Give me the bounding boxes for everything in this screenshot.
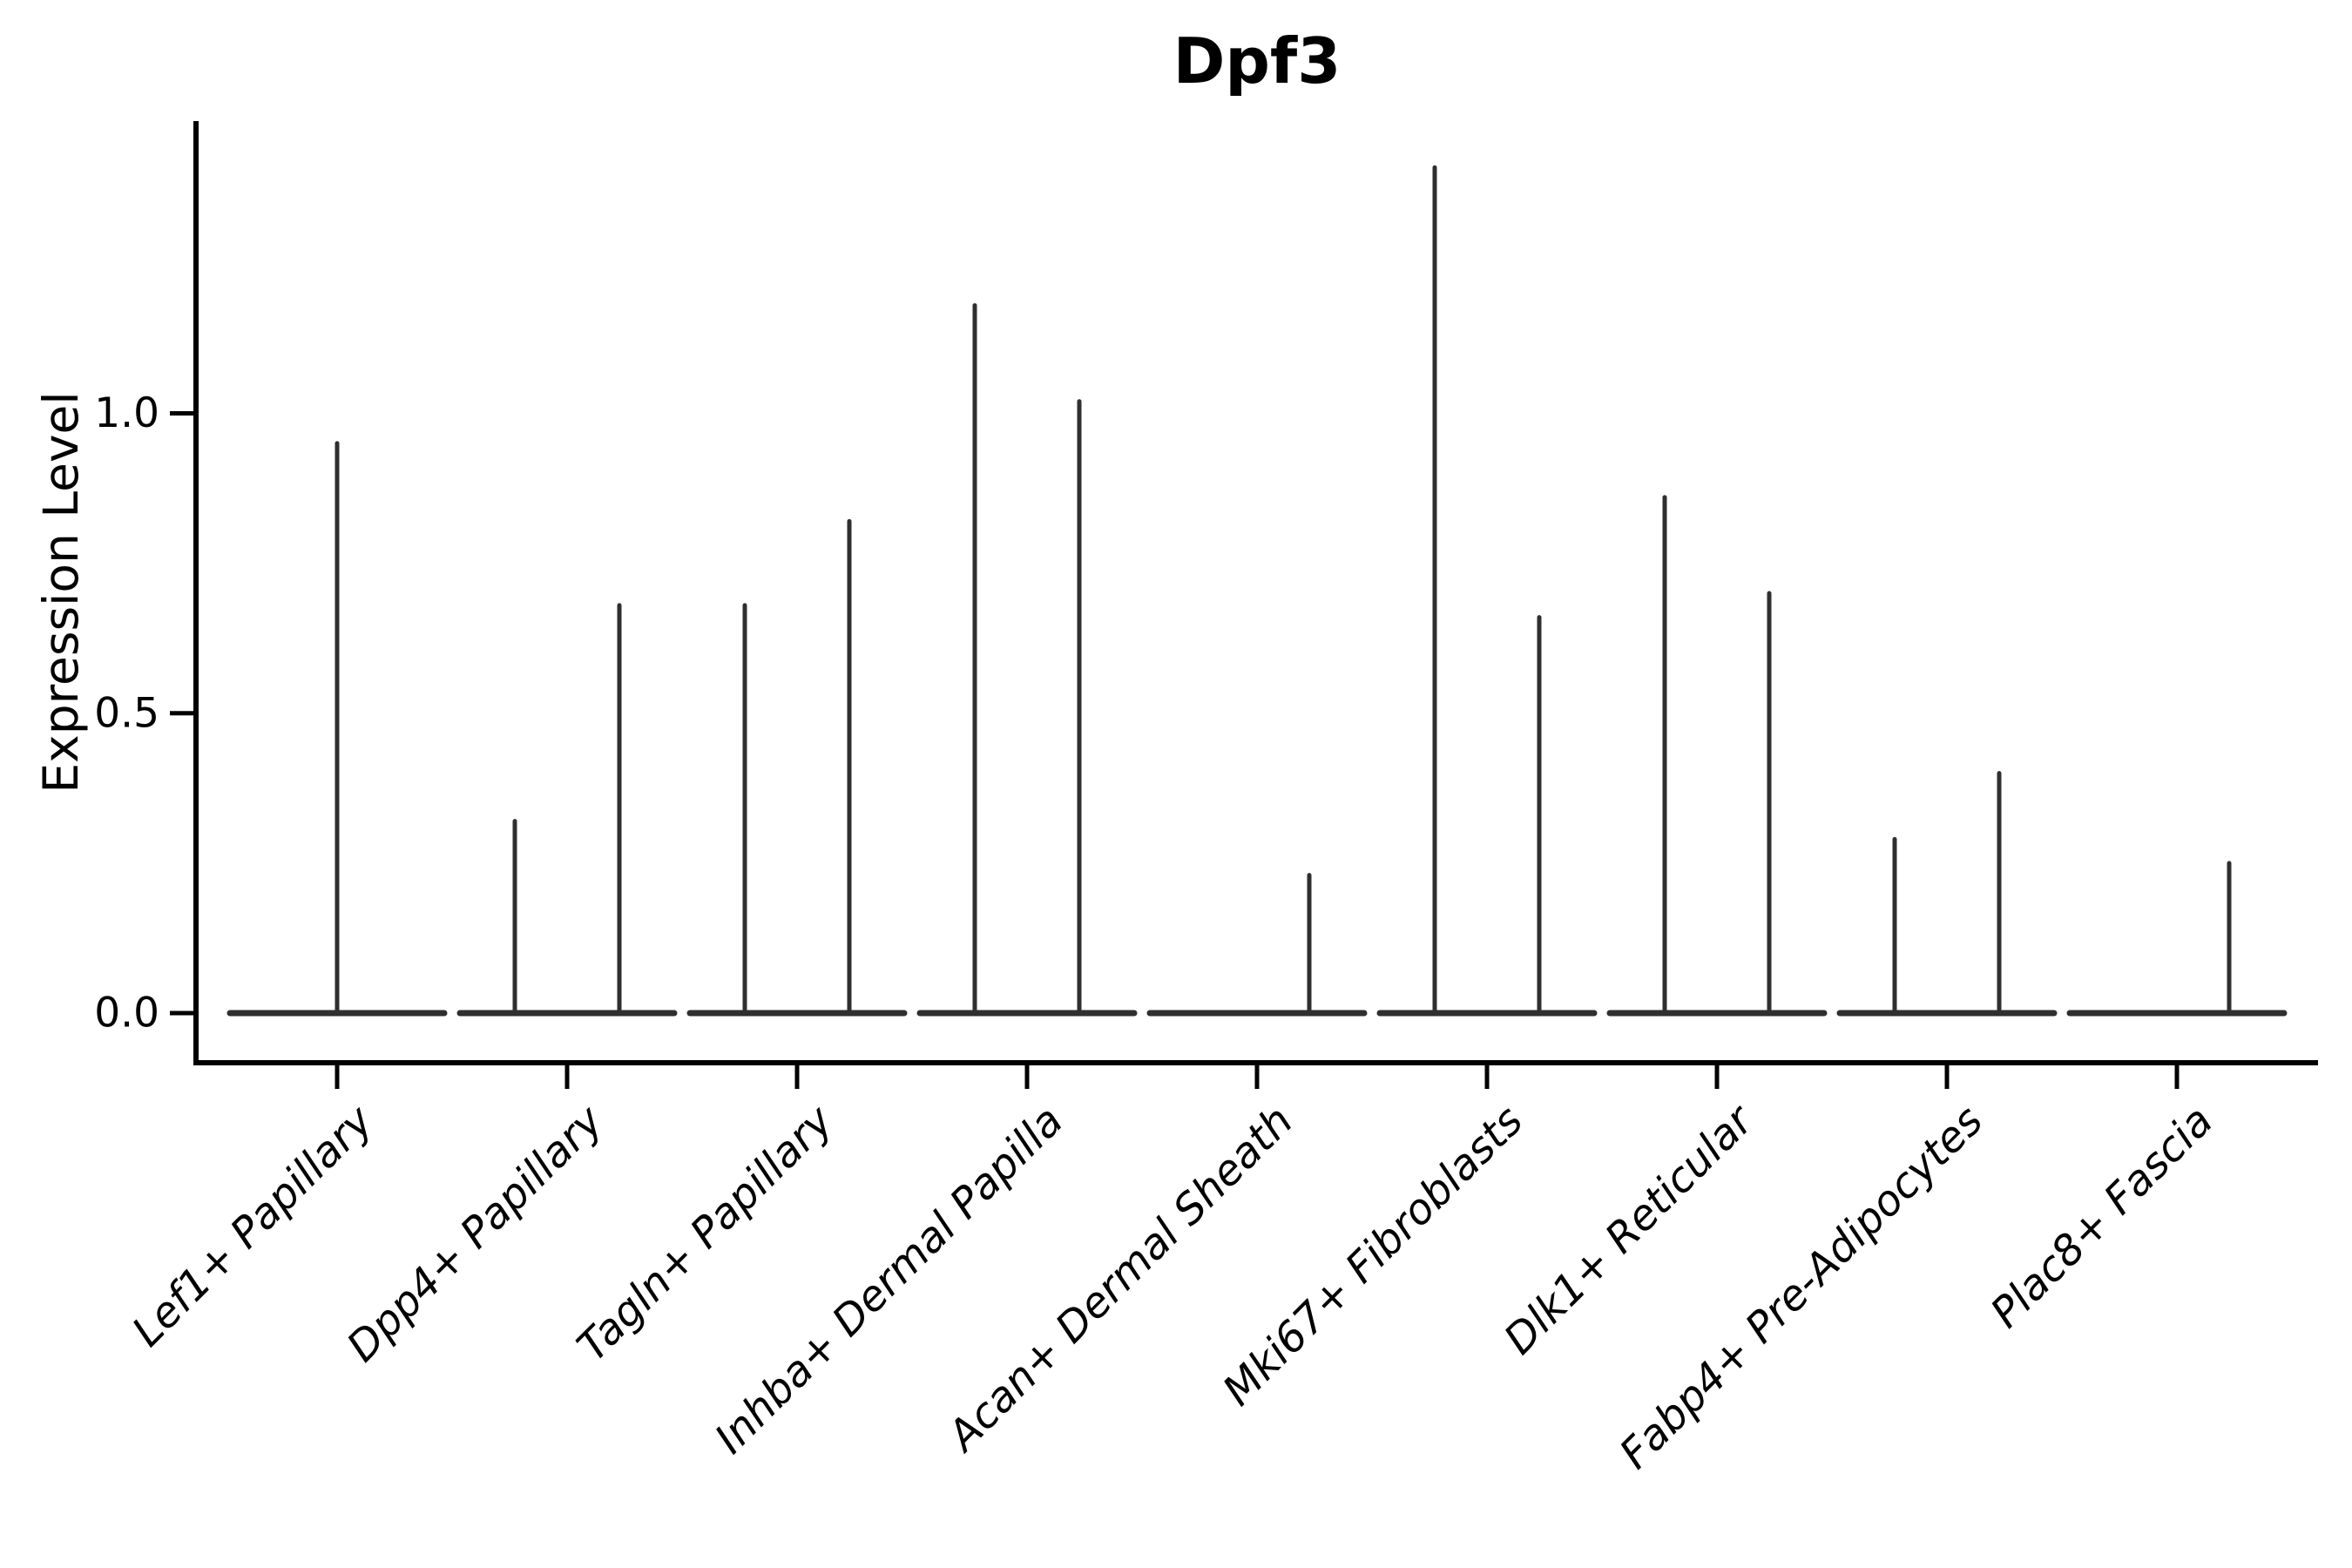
y-tick-label: 0.0: [94, 990, 159, 1037]
y-tick-label: 0.5: [94, 689, 159, 737]
chart-title: Dpf3: [1173, 24, 1342, 98]
y-tick-label: 1.0: [94, 389, 159, 437]
